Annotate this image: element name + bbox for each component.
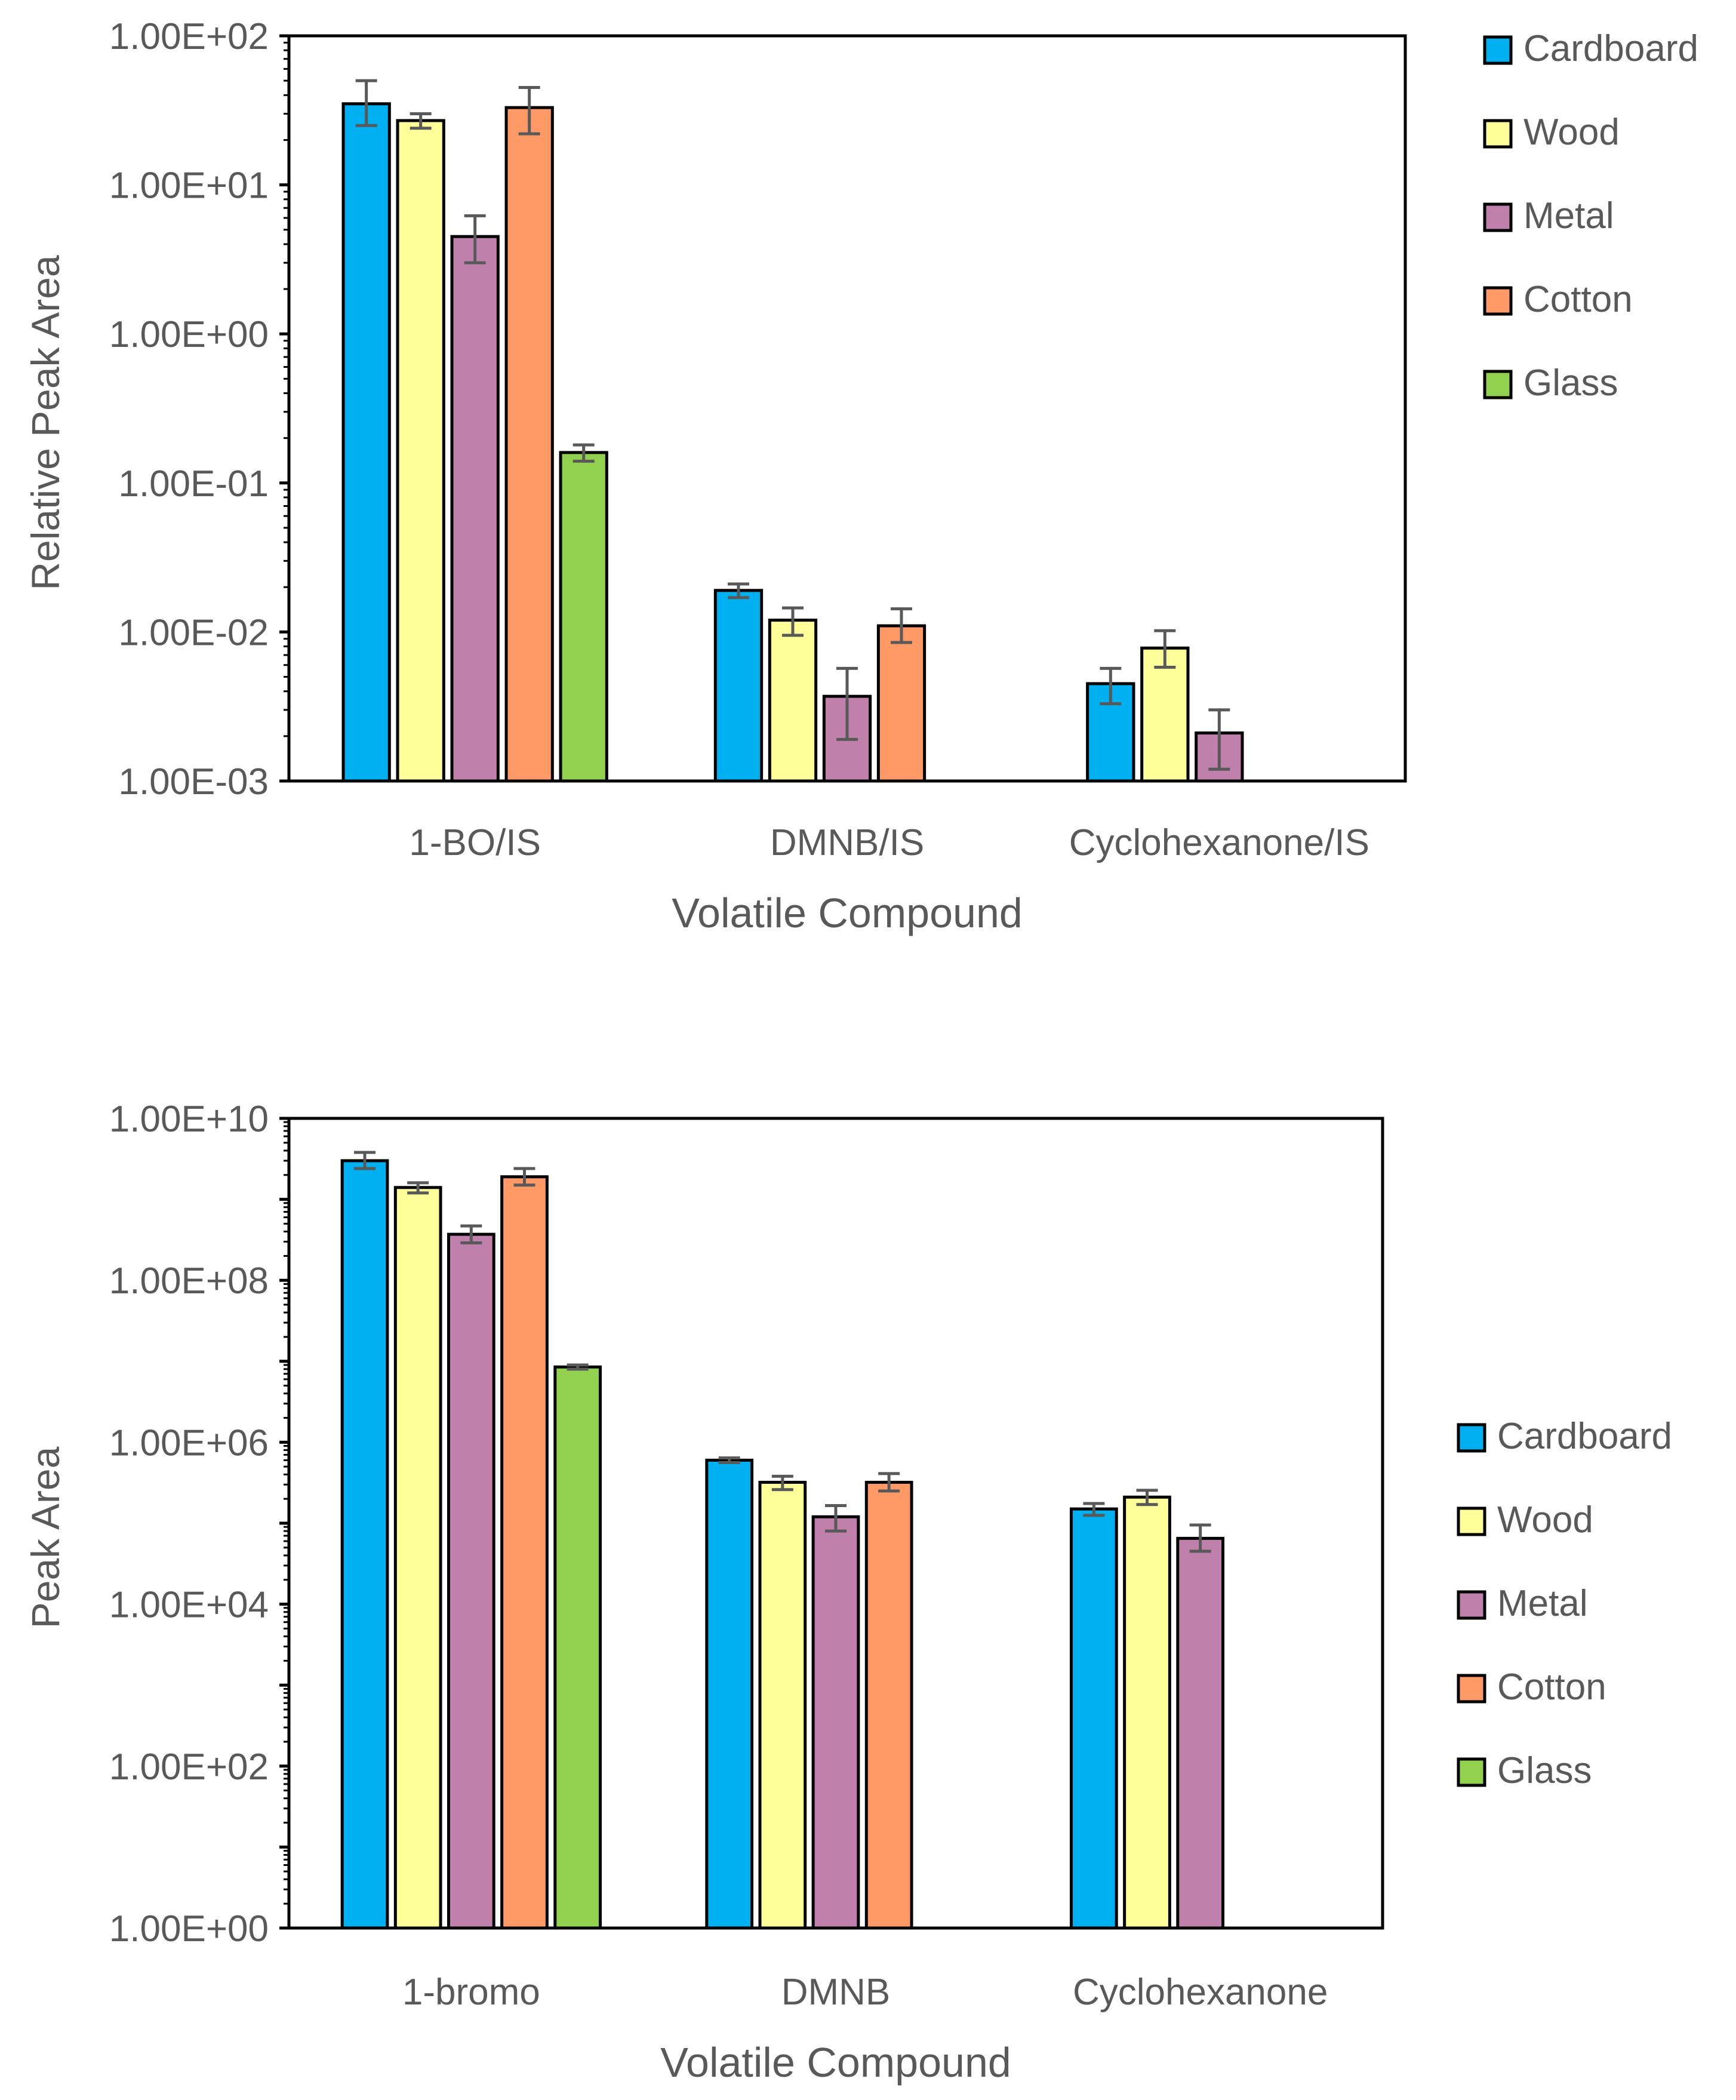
x-tick-label: Cyclohexanone/IS <box>1069 822 1369 863</box>
bars <box>341 102 1244 783</box>
legend-swatch-wood <box>1483 119 1513 149</box>
legend-label-wood: Wood <box>1497 1499 1593 1541</box>
y-tick-label: 1.00E-01 <box>118 463 269 505</box>
bar-cardboard-1 <box>341 102 391 783</box>
x-tick-labels: 1-BO/IS DMNB/IS Cyclohexanone/IS <box>409 822 1369 863</box>
legend-swatch-cardboard <box>1483 35 1513 65</box>
x-tick-label: 1-bromo <box>402 1972 540 2013</box>
bar-wood-1 <box>393 1186 442 1930</box>
plot-frame <box>287 34 1407 783</box>
bar-wood-2 <box>758 1481 807 1930</box>
bar-metal-2 <box>811 1515 860 1930</box>
bar-cotton-1 <box>500 1175 549 1930</box>
legend: Cardboard Wood Metal Cotton Glass <box>1457 1416 1672 1791</box>
bar-wood-3 <box>1140 646 1190 783</box>
x-tick-labels: 1-bromo DMNB Cyclohexanone <box>402 1972 1328 2013</box>
bar-cardboard-1 <box>340 1159 389 1930</box>
legend-swatch-cotton <box>1457 1674 1486 1704</box>
x-tick-label: DMNB/IS <box>770 822 924 863</box>
x-tick-label: DMNB <box>781 1972 891 2013</box>
bar-cardboard-3 <box>1069 1507 1118 1930</box>
legend-label-metal: Metal <box>1523 195 1614 236</box>
bar-cotton-1 <box>504 106 554 783</box>
bars <box>340 1159 1225 1930</box>
plot-frame <box>287 1117 1384 1930</box>
chart-peak-area: 1.00E+00 1.00E+02 1.00E+04 1.00E+06 1.00E+08… <box>23 1099 1672 2086</box>
y-tick-label: 1.00E-02 <box>118 612 269 653</box>
x-tick-label: 1-BO/IS <box>409 822 541 863</box>
legend-label-wood: Wood <box>1523 112 1620 153</box>
chart-relative-peak-area: 1.00E-03 1.00E-02 1.00E-01 1.00E+00 1.00E+01… <box>23 16 1698 936</box>
legend-label-cardboard: Cardboard <box>1523 28 1698 69</box>
legend-swatch-cotton <box>1483 286 1513 316</box>
x-tick-label: Cyclohexanone <box>1073 1972 1328 2013</box>
bar-wood-3 <box>1123 1495 1171 1930</box>
bar-cotton-2 <box>864 1481 913 1930</box>
legend-label-metal: Metal <box>1497 1583 1588 1624</box>
legend-swatch-glass <box>1457 1757 1486 1787</box>
legend-swatch-glass <box>1483 370 1513 399</box>
bar-metal-1 <box>450 235 500 783</box>
y-tick-label: 1.00E+06 <box>109 1422 269 1463</box>
y-tick-label: 1.00E+02 <box>109 16 269 57</box>
y-tick-label: 1.00E-03 <box>118 761 269 803</box>
legend-swatch-metal <box>1457 1590 1486 1620</box>
y-tick-label: 1.00E+10 <box>109 1099 269 1140</box>
y-axis-title: Peak Area <box>23 1446 67 1628</box>
bar-metal-3 <box>1176 1536 1225 1930</box>
y-tick-label: 1.00E+08 <box>109 1260 269 1302</box>
error-bars <box>354 1151 1211 1553</box>
bar-cotton-2 <box>876 624 927 783</box>
bar-wood-1 <box>396 119 445 783</box>
bar-metal-1 <box>447 1232 495 1930</box>
x-axis-title: Volatile Compound <box>660 2039 1011 2086</box>
bar-cardboard-2 <box>713 589 764 783</box>
y-tick-labels: 1.00E-03 1.00E-02 1.00E-01 1.00E+00 1.00E+01… <box>109 16 269 803</box>
y-tick-label: 1.00E+04 <box>109 1585 269 1626</box>
bar-glass-1 <box>553 1365 602 1930</box>
legend-swatch-metal <box>1483 202 1513 232</box>
legend-label-cardboard: Cardboard <box>1497 1416 1672 1457</box>
y-axis-title: Relative Peak Area <box>23 255 67 591</box>
legend: Cardboard Wood Metal Cotton Glass <box>1483 28 1698 404</box>
y-tick-label: 1.00E+00 <box>109 314 269 355</box>
y-tick-label: 1.00E+01 <box>109 165 269 207</box>
legend-swatch-cardboard <box>1457 1423 1486 1453</box>
x-axis-title: Volatile Compound <box>672 890 1023 936</box>
legend-label-glass: Glass <box>1497 1750 1592 1791</box>
bar-wood-2 <box>768 619 818 783</box>
y-tick-label: 1.00E+00 <box>109 1908 269 1950</box>
y-tick-labels: 1.00E+00 1.00E+02 1.00E+04 1.00E+06 1.00E+08… <box>109 1099 269 1950</box>
legend-swatch-wood <box>1457 1506 1486 1536</box>
legend-label-cotton: Cotton <box>1523 279 1633 320</box>
bar-cardboard-2 <box>705 1458 754 1930</box>
y-tick-label: 1.00E+02 <box>109 1747 269 1788</box>
legend-label-cotton: Cotton <box>1497 1667 1606 1708</box>
error-bars <box>355 79 1230 771</box>
bar-glass-1 <box>559 451 608 783</box>
legend-label-glass: Glass <box>1523 362 1618 404</box>
